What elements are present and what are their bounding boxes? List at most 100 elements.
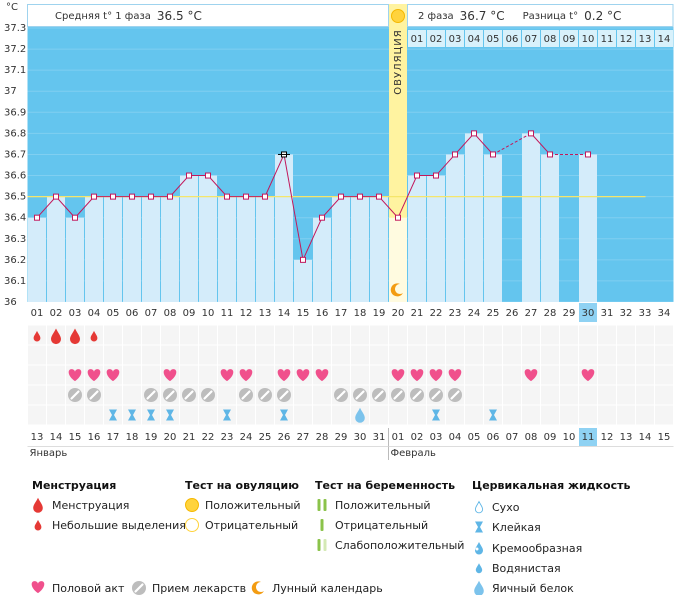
- grid-cell: [256, 365, 274, 385]
- post-ovulation-day: 09: [563, 34, 576, 45]
- post-day-cell: [503, 30, 521, 47]
- temp-bar: [85, 196, 103, 302]
- grid-cell: [199, 345, 217, 365]
- cycle-day: 30: [582, 308, 595, 319]
- grid-cell: [446, 325, 464, 345]
- sticky-icon: [475, 521, 483, 533]
- grid-cell: [636, 325, 654, 345]
- date: 08: [525, 432, 538, 443]
- cycle-day: 15: [297, 308, 310, 319]
- test-bar: [317, 499, 321, 511]
- temp-point: [167, 193, 173, 200]
- pill-slash: [279, 390, 289, 400]
- pill-slash: [431, 390, 441, 400]
- grid-cell: [332, 325, 350, 345]
- temp-point: [471, 130, 477, 137]
- grid-cell: [180, 325, 198, 345]
- month-label: Февраль: [391, 448, 437, 459]
- grid-cell: [28, 405, 46, 425]
- post-day-cell: [446, 30, 464, 47]
- legend-item: Положительный: [335, 499, 431, 512]
- grid-cell: [389, 325, 407, 345]
- grid-cell: [351, 325, 369, 345]
- cycle-day: 05: [107, 308, 120, 319]
- cycle-day: 28: [544, 308, 557, 319]
- pill-slash: [241, 390, 251, 400]
- cycle-day: 24: [468, 308, 481, 319]
- temp-point: [243, 193, 249, 200]
- heart-icon: [220, 369, 234, 382]
- temp-bar: [104, 196, 122, 302]
- date: 14: [639, 432, 652, 443]
- grid-cell: [389, 345, 407, 365]
- temp-bar: [465, 133, 483, 302]
- post-ovulation-day: 04: [468, 34, 481, 45]
- post-ovulation-day: 10: [582, 34, 595, 45]
- month-label: Январь: [30, 448, 68, 459]
- date: 02: [411, 432, 424, 443]
- grid-cell: [522, 405, 540, 425]
- date: 05: [468, 432, 481, 443]
- cycle-day: 22: [430, 308, 443, 319]
- test-bar: [320, 519, 324, 531]
- date: 04: [449, 432, 462, 443]
- grid-cell: [465, 345, 483, 365]
- grid-cell: [484, 345, 502, 365]
- heart-icon: [277, 369, 291, 382]
- pill-slash: [70, 390, 80, 400]
- grid-cell: [237, 345, 255, 365]
- temp-point: [433, 172, 439, 179]
- post-day-cell: [598, 30, 616, 47]
- date: 17: [107, 432, 120, 443]
- post-ovulation-day: 06: [506, 34, 519, 45]
- grid-cell: [313, 385, 331, 405]
- legend-title: Цервикальная жидкость: [472, 479, 630, 492]
- date: 19: [145, 432, 158, 443]
- grid-cell: [275, 325, 293, 345]
- cycle-day: 16: [316, 308, 329, 319]
- date: 03: [430, 432, 443, 443]
- cycle-day: 03: [69, 308, 82, 319]
- cycle-day: 33: [639, 308, 652, 319]
- heart-icon: [31, 581, 45, 594]
- grid-cell: [560, 345, 578, 365]
- cycle-day: 04: [88, 308, 101, 319]
- y-tick-label: 37.1: [4, 65, 26, 76]
- grid-cell: [142, 345, 160, 365]
- temp-bar: [199, 175, 217, 302]
- temp-gap-line: [492, 132, 532, 155]
- grid-cell: [484, 365, 502, 385]
- y-tick-label: 37.2: [4, 44, 26, 55]
- phase2-summary: 2 фаза 36.7 °C Разница t° 0.2 °C: [418, 9, 621, 23]
- temp-point: [414, 172, 420, 179]
- y-tick-label: 36.3: [4, 234, 26, 245]
- drop-icon: [33, 330, 41, 342]
- phase1-box: [27, 4, 389, 27]
- pill-slash: [146, 390, 156, 400]
- grid-cell: [617, 345, 635, 365]
- y-tick-label: 36.1: [4, 276, 26, 287]
- phase2-value: 36.7 °C: [460, 9, 505, 23]
- grid-cell: [294, 405, 312, 425]
- sticky-icon: [147, 409, 155, 421]
- temp-point: [110, 193, 116, 200]
- grid-cell: [28, 365, 46, 385]
- grid-cell: [617, 405, 635, 425]
- legend-item: Отрицательный: [335, 519, 428, 532]
- moon-icon: [251, 581, 264, 595]
- date: 16: [88, 432, 101, 443]
- grid-cell: [199, 405, 217, 425]
- drop-icon: [474, 500, 484, 514]
- grid-cell: [617, 365, 635, 385]
- grid-cell: [408, 405, 426, 425]
- pill-slash: [165, 390, 175, 400]
- y-tick-label: 36.5: [4, 192, 26, 203]
- grid-cell: [522, 325, 540, 345]
- grid-cell: [446, 405, 464, 425]
- grid-cell: [503, 345, 521, 365]
- grid-cell: [636, 345, 654, 365]
- legend-item: Отрицательный: [205, 519, 298, 532]
- temp-bar: [408, 175, 426, 302]
- pill-slash: [134, 583, 144, 593]
- date: 10: [563, 432, 576, 443]
